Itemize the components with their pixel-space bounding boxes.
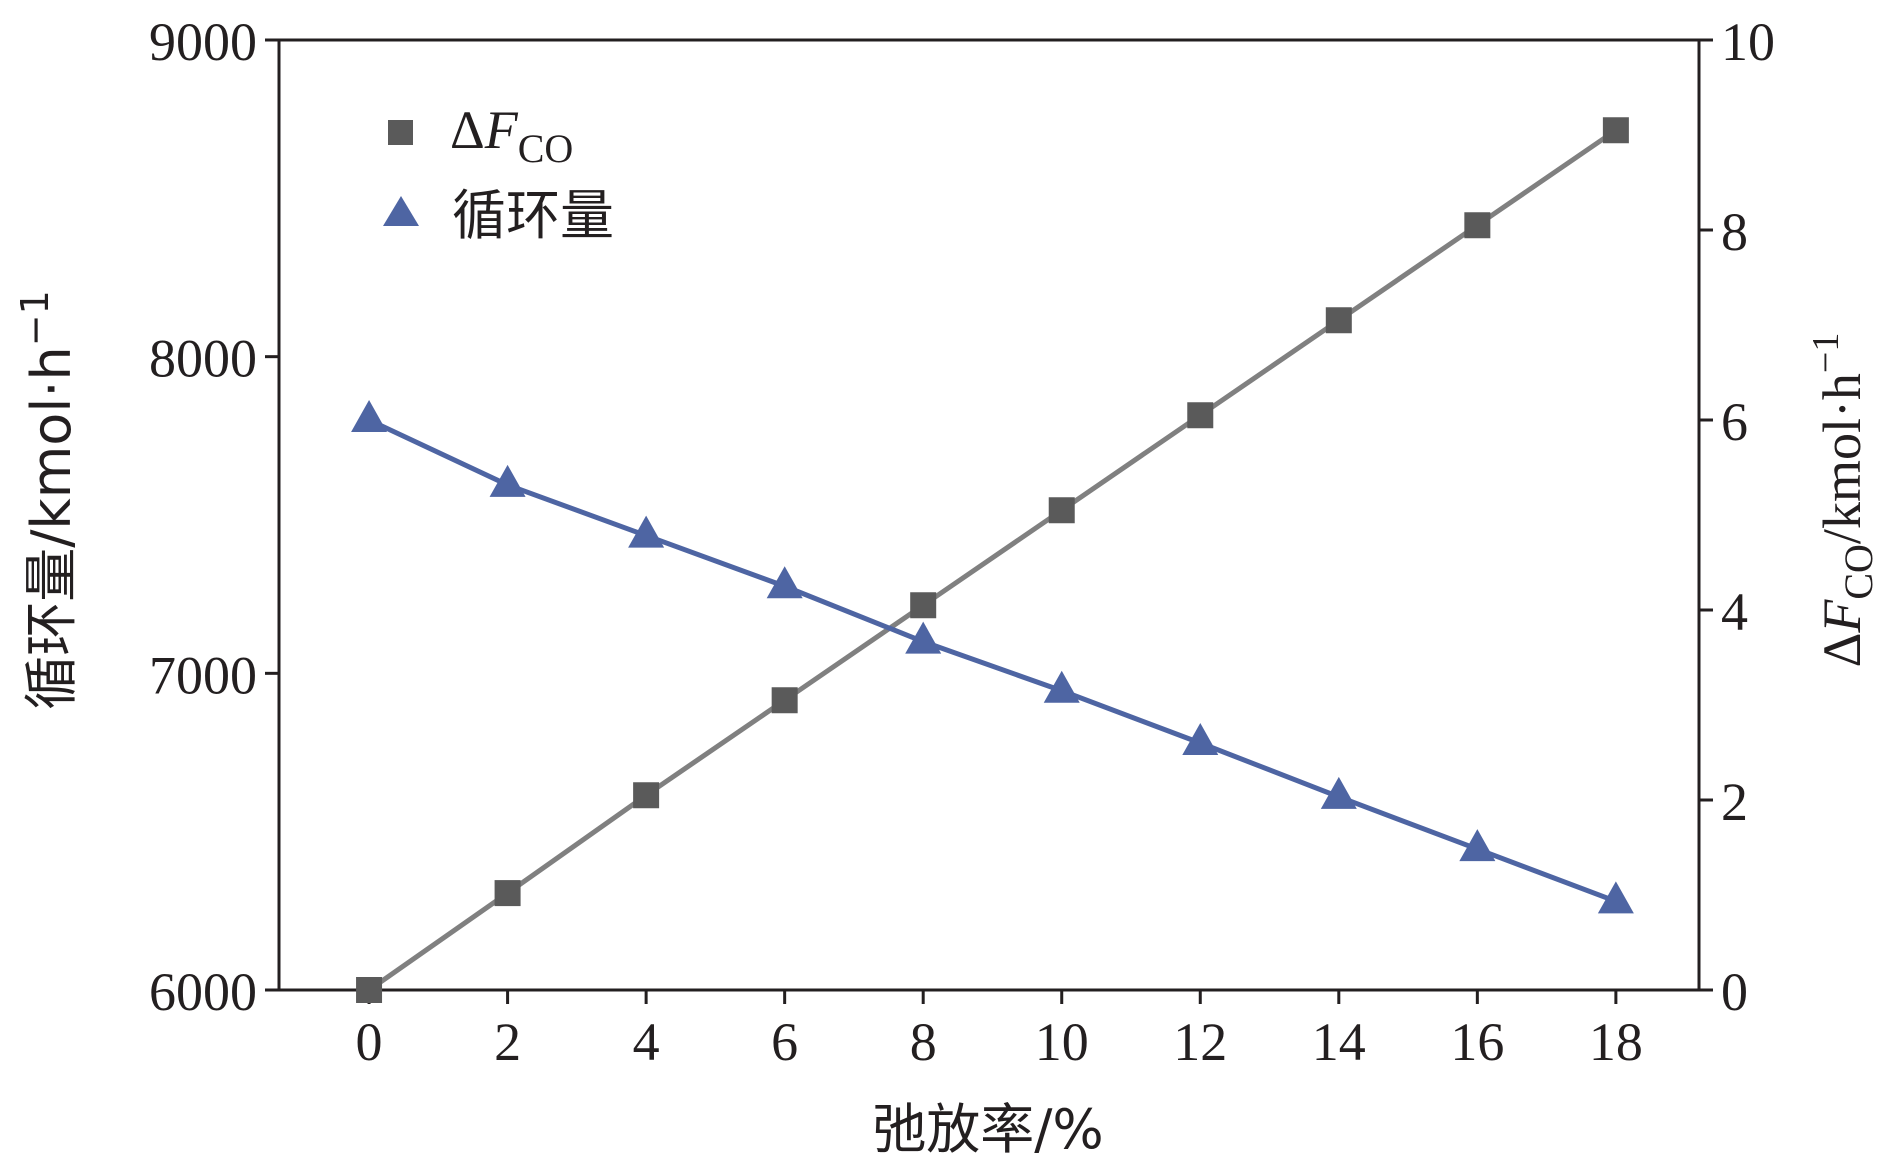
left-tick-label: 8000 [149,329,257,389]
axis-ticks [265,38,1713,1004]
x-tick-label: 12 [1173,1012,1227,1072]
x-tick-label: 0 [356,1012,383,1072]
point-circulation [628,515,665,548]
left-tick-label: 7000 [149,645,257,705]
legend: ΔFCO 循环量 [383,100,614,247]
right-tick-label: 0 [1721,962,1748,1022]
right-axis-title-sup: −1 [1805,333,1847,373]
point-delta-fco [910,592,937,619]
x-tick-label: 18 [1589,1012,1643,1072]
legend-triangle-icon [383,196,419,226]
point-delta-fco [494,880,521,907]
point-circulation [351,400,388,432]
x-tick-label: 16 [1450,1012,1504,1072]
legend-f-symbol: F [484,100,519,160]
left-axis-title: 循环量/kmol·h−1 [13,290,83,710]
right-axis-title-unit: /kmol·h [1812,373,1872,544]
point-circulation [489,464,526,497]
right-axis-title-co-subscript: CO [1836,544,1881,600]
legend-co-subscript: CO [518,126,574,171]
left-tick-label: 9000 [149,12,257,72]
point-circulation [905,621,942,654]
point-circulation [1320,776,1357,809]
right-tick-label: 6 [1721,392,1748,452]
tick-labels: 0 2 4 6 8 10 12 14 16 18 6000 7000 8000 9000 0 2 4 6 8 10 [149,12,1775,1072]
right-tick-label: 2 [1721,772,1748,832]
legend-delta-symbol: Δ [450,100,485,160]
point-delta-fco [356,977,383,1003]
x-axis-title: 弛放率/% [872,1098,1104,1161]
x-tick-label: 6 [771,1012,798,1072]
point-delta-fco [1464,212,1491,239]
right-axis-title: ΔFCO/kmol·h−1 [1805,333,1881,668]
right-axis-title-f: F [1812,599,1872,634]
legend-square-icon [388,120,413,145]
plot-frame [277,38,1701,992]
right-tick-label: 10 [1721,12,1775,72]
point-delta-fco [771,687,798,714]
point-circulation [1459,829,1496,862]
series-line-delta-fco [367,128,1618,993]
x-tick-label: 2 [494,1012,521,1072]
left-tick-label: 6000 [149,962,257,1022]
legend-label-circulation: 循环量 [452,184,614,247]
x-tick-label: 14 [1312,1012,1366,1072]
point-delta-fco [1048,497,1075,524]
x-tick-label: 8 [910,1012,937,1072]
x-tick-label: 10 [1035,1012,1089,1072]
right-tick-label: 8 [1721,202,1748,262]
point-delta-fco [1187,402,1214,429]
series-line-circulation [367,417,1617,904]
point-circulation [766,566,803,599]
point-delta-fco [633,782,660,809]
point-delta-fco [1602,117,1629,144]
left-axis-title-main: 循环量/kmol·h [20,346,83,710]
point-circulation [1597,881,1634,914]
right-axis-title-delta: Δ [1812,633,1872,668]
x-tick-label: 4 [633,1012,660,1072]
point-circulation [1043,670,1080,703]
point-delta-fco [1325,307,1352,334]
left-axis-title-sup: −1 [13,290,57,346]
legend-label-delta-f-co: ΔFCO [450,100,573,171]
point-circulation [1182,723,1219,755]
series-layer [351,117,1634,1003]
right-tick-label: 4 [1721,582,1748,642]
